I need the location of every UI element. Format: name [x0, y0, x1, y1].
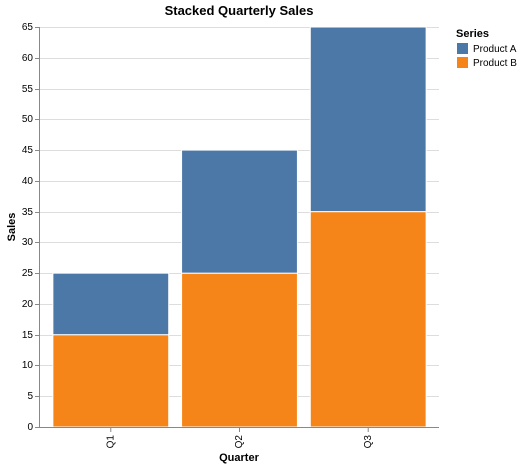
- legend-swatch-product-b: [457, 57, 468, 68]
- legend-label: Product B: [473, 58, 517, 69]
- y-tick-label: 10: [22, 360, 34, 371]
- bar-product-a-q3: [309, 26, 427, 213]
- x-tick-label: Q1: [105, 435, 116, 449]
- y-tick-label: 35: [22, 207, 34, 218]
- bar-product-a-q2: [181, 149, 298, 274]
- bar-product-b-q1: [52, 334, 170, 428]
- y-tick-label: 5: [27, 391, 33, 402]
- y-tick-label: 55: [22, 84, 34, 95]
- y-tick-label: 40: [22, 176, 34, 187]
- y-tick-label: 25: [22, 268, 34, 279]
- axes: Q1 Q2 Q3 0 5 10 15 20 25 30 35 40 45 50 55 60 65: [22, 22, 439, 448]
- y-tick-label: 45: [22, 145, 34, 156]
- y-tick-label: 65: [22, 22, 34, 33]
- bars: [52, 26, 427, 428]
- y-tick-label: 0: [27, 422, 33, 433]
- bar-product-b-q2: [181, 272, 298, 428]
- x-tick-label: Q3: [363, 435, 374, 449]
- y-tick-label: 15: [22, 330, 34, 341]
- legend-title: Series: [456, 28, 489, 40]
- y-tick-label: 30: [22, 237, 34, 248]
- y-tick-label: 60: [22, 53, 34, 64]
- chart-title: Stacked Quarterly Sales: [165, 3, 314, 18]
- x-tick-label: Q2: [234, 435, 245, 449]
- y-tick-label: 50: [22, 114, 34, 125]
- bar-product-b-q3: [309, 211, 427, 428]
- legend-swatch-product-a: [457, 43, 468, 54]
- x-axis-title: Quarter: [219, 452, 259, 464]
- y-axis-title: Sales: [6, 213, 18, 242]
- y-tick-label: 20: [22, 299, 34, 310]
- bar-product-a-q1: [52, 272, 170, 336]
- legend: Series Product A Product B: [456, 28, 517, 69]
- legend-label: Product A: [473, 44, 517, 55]
